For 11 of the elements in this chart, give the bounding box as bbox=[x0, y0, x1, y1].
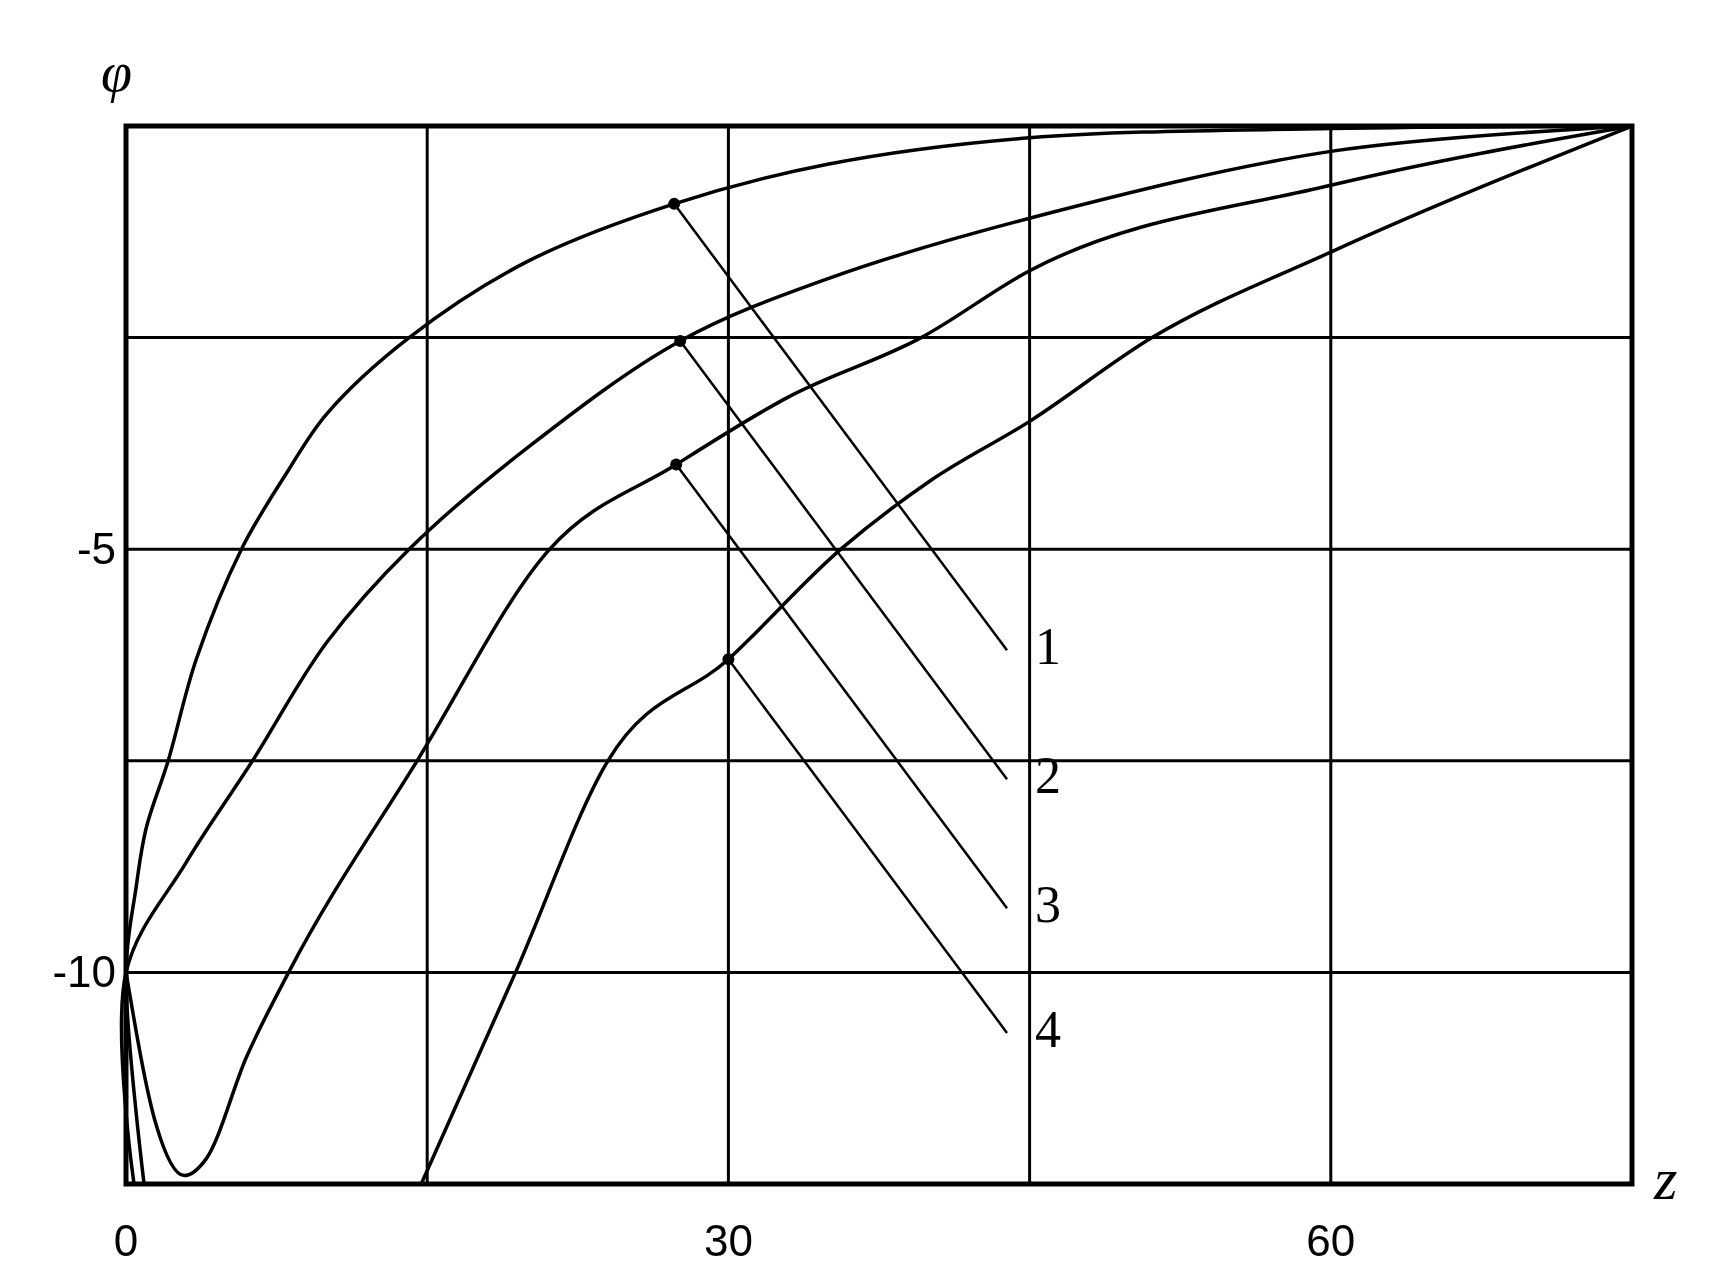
y-tick-label: -10 bbox=[52, 947, 116, 997]
annotation: 4 bbox=[1035, 1000, 1062, 1058]
x-axis-title: z bbox=[1653, 1146, 1678, 1212]
x-tick-label: 0 bbox=[113, 1216, 139, 1265]
annotation: 1 bbox=[1035, 618, 1062, 676]
y-axis-title: φ bbox=[101, 41, 132, 103]
x-tick-label: 30 bbox=[703, 1216, 753, 1265]
point bbox=[674, 334, 687, 347]
y-tick-label: -5 bbox=[76, 524, 116, 574]
annotation: 3 bbox=[1035, 876, 1062, 934]
x-tick-label: 60 bbox=[1306, 1216, 1356, 1265]
